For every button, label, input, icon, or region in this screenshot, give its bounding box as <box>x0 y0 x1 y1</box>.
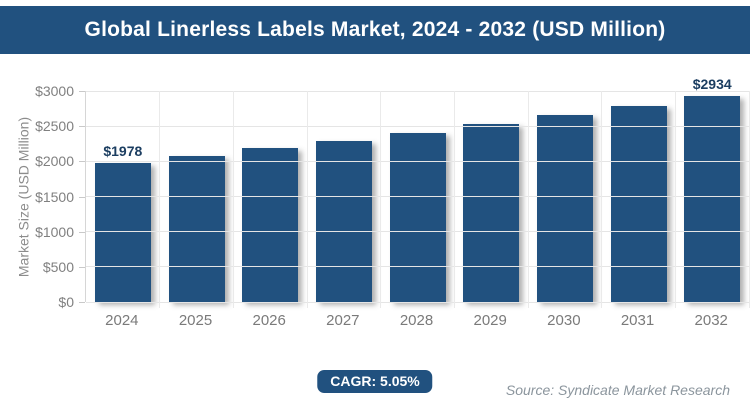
x-axis-label: 2032 <box>694 312 728 329</box>
y-tick-label: $2000 <box>35 153 74 170</box>
bar-value-label: $2934 <box>692 75 732 92</box>
bar-group-2031 <box>602 91 676 302</box>
gridline-horizontal <box>86 266 749 268</box>
bar-group-2025 <box>160 91 234 302</box>
bar-2029 <box>463 124 520 302</box>
gridline-vertical <box>527 91 529 308</box>
bar-2032 <box>684 95 741 302</box>
y-tick-mark <box>79 126 85 128</box>
bar-group-2030 <box>528 91 602 302</box>
gridline-horizontal <box>86 231 749 233</box>
bar-2025 <box>168 155 225 302</box>
x-axis: 2024 2025 2026 2027 2028 2029 2030 2031 2032 <box>85 312 748 329</box>
gridline-vertical <box>380 91 382 308</box>
x-axis-label: 2027 <box>326 312 360 329</box>
y-axis: $0 $500 $1000 $1500 $2000 $2500 $3000 <box>0 83 85 310</box>
bar-series: $1978 $2934 <box>86 76 749 302</box>
y-tick-mark <box>79 231 85 233</box>
gridline-horizontal <box>86 160 749 162</box>
page-title: Global Linerless Labels Market, 2024 - 2… <box>84 18 666 41</box>
gridline-vertical <box>748 91 750 308</box>
bar-2028 <box>389 132 446 302</box>
gridline-horizontal <box>86 90 749 92</box>
y-tick-mark <box>79 91 85 92</box>
gridline-vertical <box>306 91 308 308</box>
bar-group-2032: $2934 <box>675 76 749 302</box>
gridline-vertical <box>674 91 676 308</box>
x-axis-label: 2028 <box>399 312 434 329</box>
bar-value-label: $1978 <box>103 142 143 159</box>
y-tick-mark <box>79 266 85 268</box>
x-axis-label: 2025 <box>178 312 213 329</box>
x-axis-label: 2030 <box>547 312 581 329</box>
x-axis-label: 2024 <box>105 312 139 329</box>
gridline-vertical <box>232 91 234 308</box>
gridline-vertical <box>601 91 603 308</box>
y-tick-label: $0 <box>58 294 74 310</box>
gridline-vertical <box>159 91 161 308</box>
bar-2031 <box>610 105 667 302</box>
y-tick-label: $1000 <box>35 223 74 240</box>
gridline-horizontal <box>86 301 749 303</box>
x-axis-label: 2026 <box>252 312 286 329</box>
y-tick-label: $2500 <box>35 118 74 135</box>
gridline-vertical <box>453 91 455 308</box>
bar-group-2029 <box>454 91 528 302</box>
bar-2030 <box>536 114 593 302</box>
bar-2027 <box>315 140 372 302</box>
chart-title-banner: Global Linerless Labels Market, 2024 - 2… <box>0 6 750 54</box>
source-attribution: Source: Syndicate Market Research <box>505 382 730 398</box>
bar-2026 <box>242 148 299 302</box>
bar-group-2028 <box>381 91 455 302</box>
y-tick-mark <box>79 161 85 163</box>
bar-2024 <box>94 162 151 302</box>
y-tick-label: $500 <box>42 258 74 275</box>
bar-group-2024: $1978 <box>86 91 160 302</box>
gridline-horizontal <box>86 196 749 197</box>
x-axis-label: 2031 <box>620 312 655 329</box>
gridline-horizontal <box>86 125 749 127</box>
bar-group-2027 <box>307 91 381 302</box>
y-tick-mark <box>79 302 85 303</box>
cagr-badge: CAGR: 5.05% <box>317 370 433 393</box>
bar-group-2026 <box>233 91 307 302</box>
y-tick-label: $1500 <box>35 188 74 205</box>
y-tick-label: $3000 <box>35 83 74 99</box>
y-tick-mark <box>79 196 85 198</box>
x-axis-label: 2029 <box>473 312 507 329</box>
plot-area: $1978 $2934 <box>85 76 750 308</box>
